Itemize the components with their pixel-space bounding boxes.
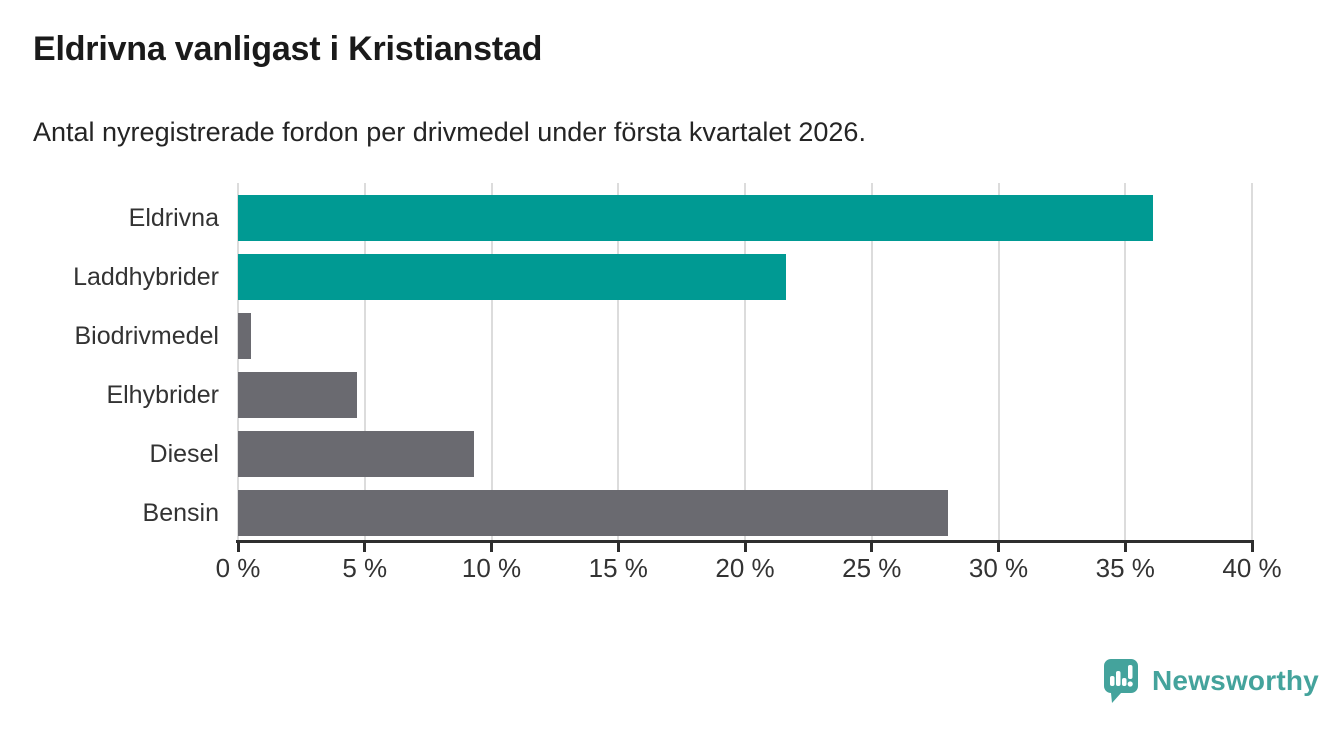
gridline-20	[744, 183, 746, 541]
gridline-35	[1124, 183, 1127, 541]
gridline-40	[1251, 183, 1253, 541]
x-tick-20	[743, 543, 747, 552]
gridline-15	[617, 183, 620, 541]
newsworthy-bubble-chart-icon	[1104, 659, 1138, 703]
newsworthy-logo: Newsworthy	[1103, 658, 1319, 704]
category-label-laddhybrider: Laddhybrider	[73, 263, 219, 291]
bar-bensin	[238, 490, 948, 536]
x-tick-40	[1250, 543, 1254, 552]
x-tick-label-0: 0 %	[215, 553, 261, 583]
category-label-eldrivna: Eldrivna	[128, 204, 219, 232]
x-tick-15	[616, 543, 620, 552]
x-tick-label-10: 10 %	[461, 553, 522, 583]
x-tick-label-15: 15 %	[588, 553, 648, 583]
category-label-bensin: Bensin	[142, 499, 219, 527]
chart-title: Eldrivna vanligast i Kristianstad	[33, 30, 543, 68]
gridline-30	[997, 183, 1000, 541]
gridline-5	[363, 183, 366, 541]
x-axis-line	[236, 540, 1254, 543]
chart-subtitle: Antal nyregistrerade fordon per drivmede…	[33, 117, 866, 147]
x-tick-label-25: 25 %	[842, 553, 902, 583]
bar-laddhybrider	[238, 254, 786, 300]
bar-biodrivmedel	[238, 313, 251, 359]
x-tick-35	[1123, 543, 1127, 552]
x-tick-0	[236, 543, 240, 552]
gridline-25	[870, 183, 873, 541]
gridline-0	[237, 183, 239, 541]
x-tick-label-5: 5 %	[342, 553, 388, 583]
x-tick-30	[997, 543, 1000, 552]
x-tick-label-40: 40 %	[1222, 553, 1282, 583]
x-tick-label-30: 30 %	[968, 553, 1029, 583]
category-label-diesel: Diesel	[149, 440, 219, 468]
x-tick-10	[490, 543, 493, 552]
bar-diesel	[238, 431, 474, 477]
plot-area	[237, 183, 1253, 541]
gridline-10	[490, 183, 493, 541]
newsworthy-brand-text: Newsworthy	[1152, 665, 1319, 696]
x-tick-5	[363, 543, 367, 552]
bar-elhybrider	[238, 372, 358, 418]
x-tick-25	[870, 543, 874, 552]
bar-eldrivna	[238, 195, 1154, 241]
category-label-elhybrider: Elhybrider	[106, 381, 219, 409]
x-tick-label-35: 35 %	[1095, 553, 1155, 583]
category-label-biodrivmedel: Biodrivmedel	[74, 322, 219, 350]
x-tick-label-20: 20 %	[715, 553, 775, 583]
